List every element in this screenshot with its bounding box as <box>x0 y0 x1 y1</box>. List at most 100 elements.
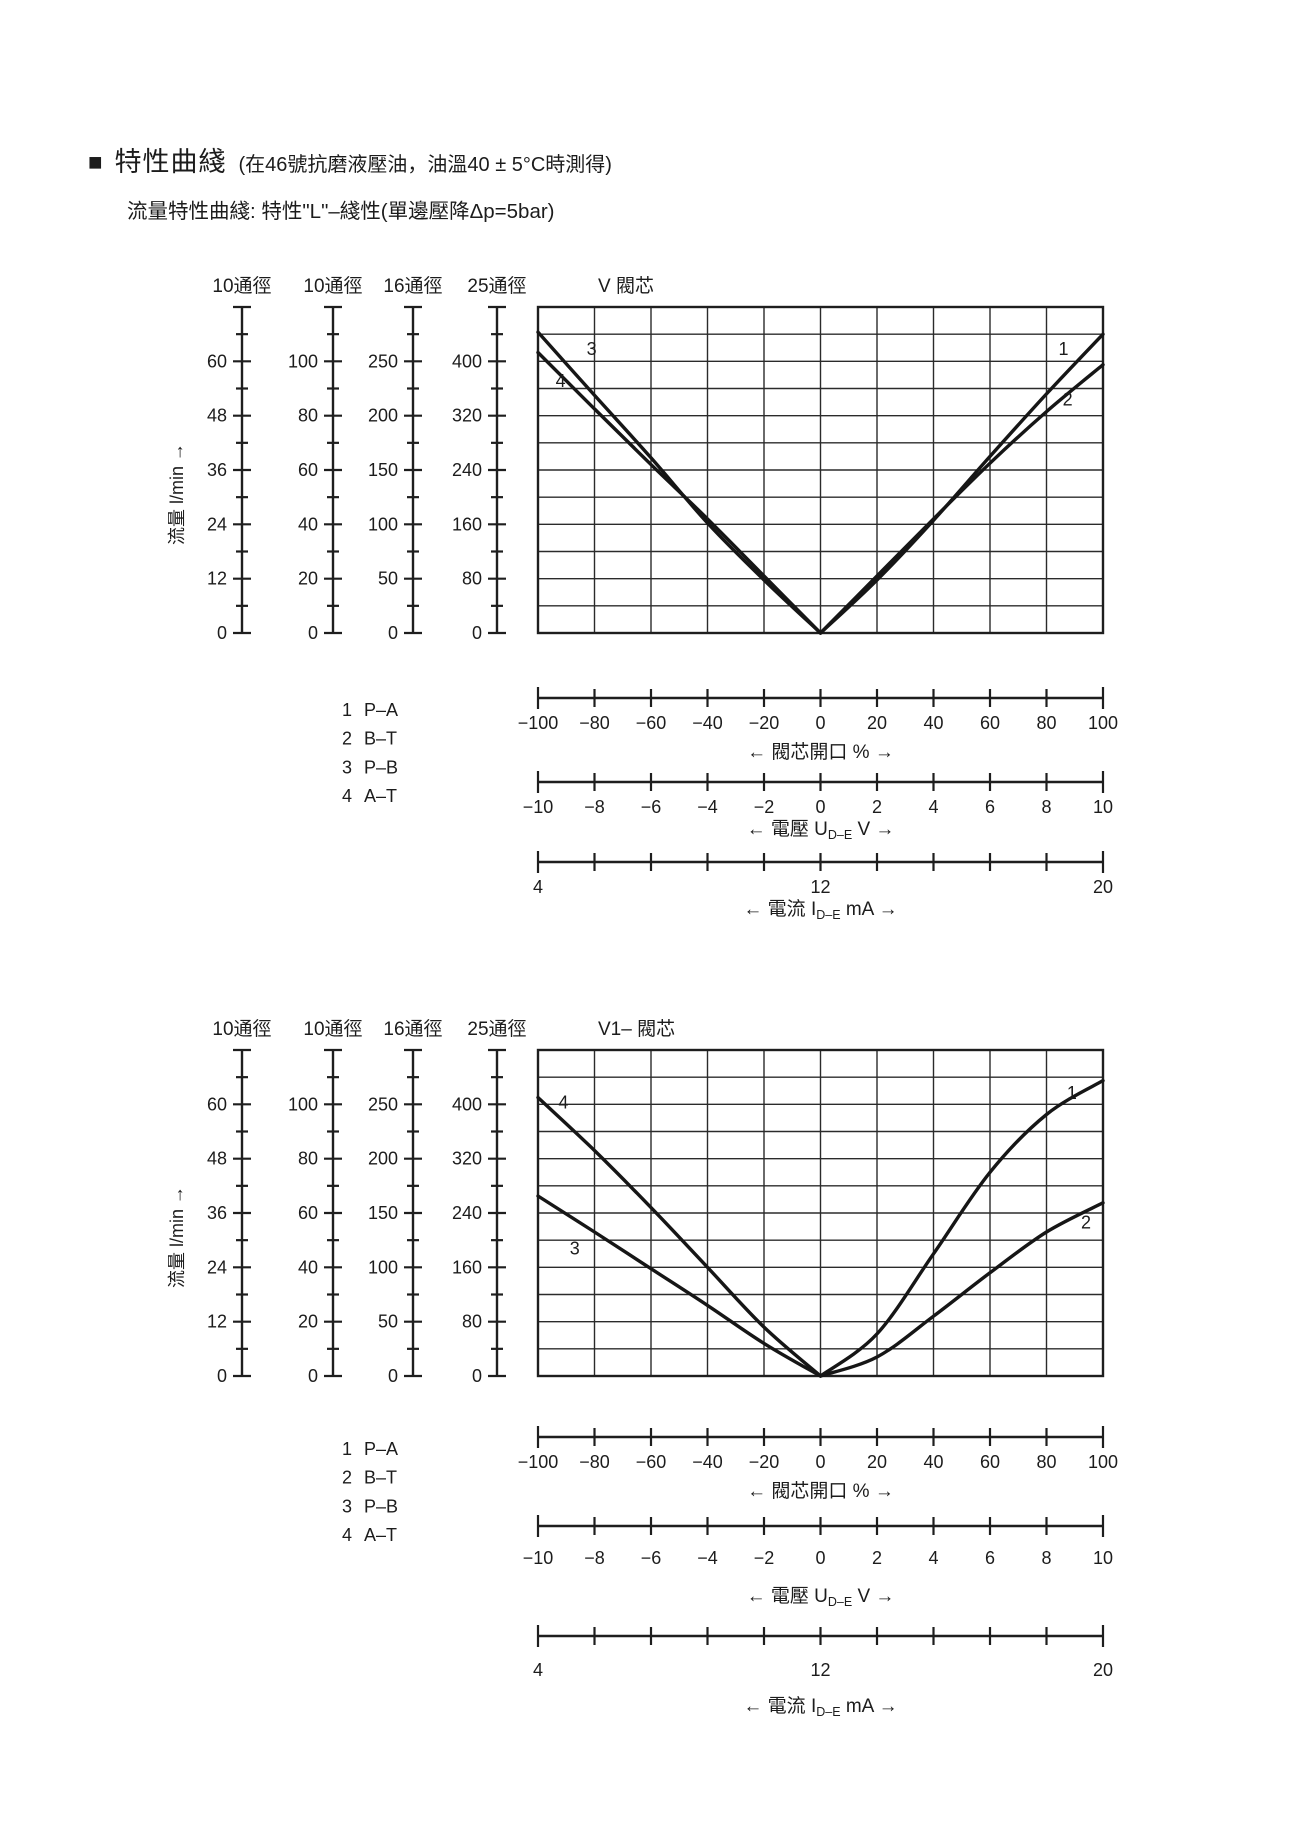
series-label-2: 2 <box>1063 389 1073 409</box>
series-curve-1 <box>818 1078 1105 1378</box>
chart-subtitle: 流量特性曲綫: 特性"L"–綫性(單邊壓降Δp=5bar) <box>127 200 555 223</box>
scale-value: 36 <box>207 460 227 480</box>
scale-value: 80 <box>462 1312 482 1332</box>
flow-scale-axis: 10通徑 100 80 60 40 20 0 <box>288 275 363 643</box>
scale-value: 0 <box>472 1366 482 1386</box>
x-axis-tick-label: −80 <box>579 713 610 733</box>
x-axis-tick-label: −100 <box>518 713 559 733</box>
x-axis-tick-label: −40 <box>692 1452 723 1472</box>
x-axis-tick-label: 4 <box>928 1548 938 1568</box>
x-axis-tick-label: −40 <box>692 713 723 733</box>
scale-value: 60 <box>298 1203 318 1223</box>
scale-value: 200 <box>368 1149 398 1169</box>
x-axis-title: ← 電壓 UD–E V → <box>747 1586 895 1609</box>
flow-scale-axis: 10通徑 60 48 36 24 12 0 <box>207 1018 272 1386</box>
legend-item-label: B–T <box>364 729 397 749</box>
scale-value: 0 <box>308 623 318 643</box>
legend-item-number: 2 <box>342 729 352 749</box>
scale-value: 240 <box>452 460 482 480</box>
x-axis-title: ← 電流 ID–E mA → <box>743 898 897 922</box>
x-axis-tick-label: 12 <box>810 1660 830 1680</box>
scale-value: 160 <box>452 1257 482 1277</box>
scale-value: 150 <box>368 460 398 480</box>
scale-value: 320 <box>452 1149 482 1169</box>
x-axis-tick-label: 6 <box>985 1548 995 1568</box>
x-axis-tick-label: 40 <box>923 1452 943 1472</box>
x-axis-tick-label: 60 <box>980 713 1000 733</box>
legend-item-number: 4 <box>342 786 352 806</box>
flow-axis-label: 流量 l/min → <box>167 443 187 545</box>
x-axis-tick-label: 8 <box>1041 1548 1051 1568</box>
scale-header: 16通徑 <box>383 1018 442 1040</box>
series-curve-2 <box>818 1201 1105 1378</box>
scale-value: 60 <box>298 460 318 480</box>
x-axis-tick-label: −4 <box>697 1548 718 1568</box>
x-axis-tick-label: −4 <box>697 797 718 817</box>
legend-item-label: P–B <box>364 757 398 777</box>
scale-value: 12 <box>207 1312 227 1332</box>
scale-value: 250 <box>368 351 398 371</box>
page-title-note: (在46號抗磨液壓油，油溫40 ± 5°C時測得) <box>238 154 612 176</box>
chart-title: V 閥芯 <box>598 275 654 297</box>
x-axis-tick-label: 4 <box>928 797 938 817</box>
x-axis-tick-label: 12 <box>810 877 830 897</box>
legend-item-label: P–A <box>364 1439 398 1459</box>
scale-value: 100 <box>288 351 318 371</box>
x-axis-tick-label: 20 <box>1093 1660 1113 1680</box>
flow-scale-axis: 10通徑 100 80 60 40 20 0 <box>288 1018 363 1386</box>
scale-value: 0 <box>217 623 227 643</box>
x-axis-tick-label: 4 <box>533 877 543 897</box>
series-label-1: 1 <box>1058 339 1068 359</box>
scale-value: 100 <box>368 514 398 534</box>
series-label-4: 4 <box>556 371 566 391</box>
x-axis-title: ← 電壓 UD–E V → <box>747 819 895 842</box>
scale-value: 36 <box>207 1203 227 1223</box>
scale-value: 320 <box>452 406 482 426</box>
scale-value: 40 <box>298 1257 318 1277</box>
series-curve-2 <box>818 363 1105 635</box>
x-axis-tick-label: 0 <box>815 713 825 733</box>
scale-value: 60 <box>207 1094 227 1114</box>
legend-item-number: 3 <box>342 757 352 777</box>
x-axis-tick-label: −10 <box>523 797 554 817</box>
scale-header: 25通徑 <box>467 275 526 297</box>
scale-header: 10通徑 <box>303 275 362 297</box>
x-axis-tick-label: 4 <box>533 1660 543 1680</box>
legend: 1 P–A 2 B–T 3 P–B 4 A–T <box>342 1439 398 1545</box>
scale-value: 240 <box>452 1203 482 1223</box>
flow-scale-axis: 25通徑 400 320 240 160 80 0 <box>452 275 527 643</box>
scale-header: 10通徑 <box>212 1018 271 1040</box>
section-marker-icon: ■ <box>88 149 103 176</box>
x-axis-tick-label: 80 <box>1036 1452 1056 1472</box>
scale-value: 48 <box>207 406 227 426</box>
scale-value: 50 <box>378 569 398 589</box>
legend-item-number: 1 <box>342 700 352 720</box>
x-axis-title: ← 閥芯開口 % → <box>747 1480 894 1502</box>
legend-item-number: 4 <box>342 1525 352 1545</box>
legend-item-label: A–T <box>364 1525 397 1545</box>
legend-item-number: 1 <box>342 1439 352 1459</box>
x-axis-tick-label: −80 <box>579 1452 610 1472</box>
scale-value: 80 <box>298 1149 318 1169</box>
scale-value: 160 <box>452 514 482 534</box>
scale-value: 250 <box>368 1094 398 1114</box>
x-axis-tick-label: −100 <box>518 1452 559 1472</box>
x-axis-tick-label: 20 <box>867 1452 887 1472</box>
legend-item-label: B–T <box>364 1468 397 1488</box>
x-axis-tick-label: 2 <box>872 797 882 817</box>
scale-value: 48 <box>207 1149 227 1169</box>
x-axis-tick-label: 0 <box>815 1548 825 1568</box>
series-label-2: 2 <box>1081 1213 1091 1233</box>
x-axis-tick-label: −10 <box>523 1548 554 1568</box>
legend-item-number: 2 <box>342 1468 352 1488</box>
scale-value: 100 <box>288 1094 318 1114</box>
scale-value: 100 <box>368 1257 398 1277</box>
legend-item-label: A–T <box>364 786 397 806</box>
x-axis-tick-label: −20 <box>749 713 780 733</box>
series-label-3: 3 <box>587 339 597 359</box>
x-axis-tick-label: 10 <box>1093 1548 1113 1568</box>
x-axis-tick-label: −6 <box>641 797 662 817</box>
x-axis-tick-label: 40 <box>923 713 943 733</box>
